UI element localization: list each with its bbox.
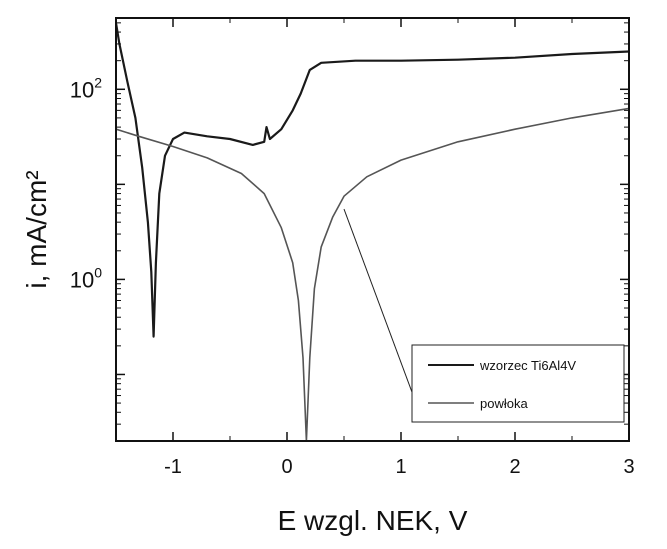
legend-label-powloka: powłoka (480, 396, 528, 411)
series-line-0 (116, 22, 629, 338)
x-tick-label-0: -1 (164, 456, 182, 478)
legend-box (411, 344, 625, 423)
y-tick-label-base: 10 (70, 77, 94, 102)
x-tick-label-3: 2 (509, 456, 520, 478)
x-tick-label-4: 3 (623, 456, 634, 478)
annotation-line-0 (343, 208, 422, 418)
y-tick-label-base: 10 (70, 267, 94, 292)
x-tick-label-2: 1 (395, 456, 406, 478)
series-layer (116, 22, 629, 441)
x-axis-label: E wzgl. NEK, V (278, 505, 468, 536)
y-tick-label-1: 102 (70, 74, 102, 102)
y-axis-label: i, mA/cm² (21, 170, 52, 288)
legend-label-wzorzec: wzorzec Ti6Al4V (479, 358, 576, 373)
x-tick-label-1: 0 (281, 456, 292, 478)
y-tick-label-exp: 0 (94, 264, 102, 280)
series-line-1 (116, 107, 629, 441)
y-tick-label-exp: 2 (94, 74, 102, 90)
ticks-layer (115, 18, 630, 442)
plot-frame (115, 17, 630, 442)
legend: wzorzec Ti6Al4V powłoka (411, 344, 625, 423)
annotation-layer (343, 208, 422, 418)
y-tick-label-0: 100 (70, 264, 102, 292)
